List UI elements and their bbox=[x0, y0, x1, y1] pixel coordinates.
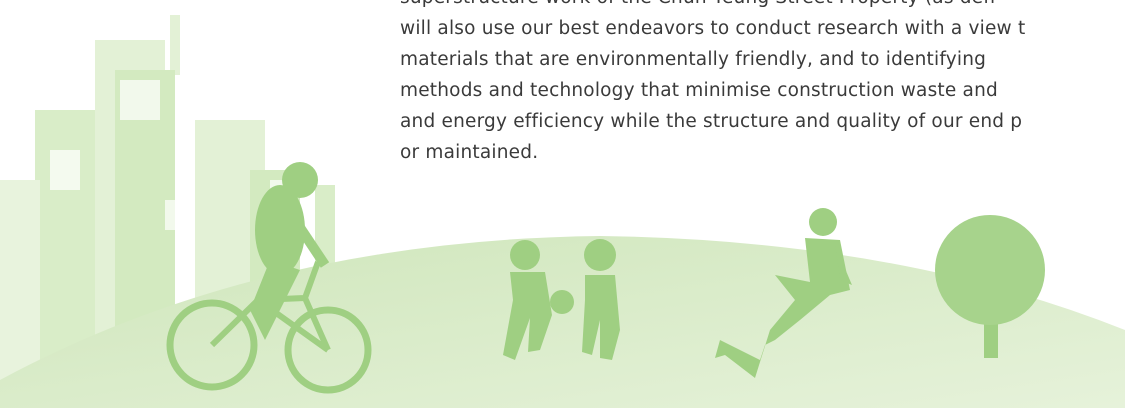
text-line: will also use our best endeavors to cond… bbox=[400, 13, 1125, 44]
text-line: or maintained. bbox=[400, 137, 1125, 168]
text-line: materials that are environmentally frien… bbox=[400, 44, 1125, 75]
text-line: superstructure work of the Chun Yeung St… bbox=[400, 0, 1125, 13]
text-line: methods and technology that minimise con… bbox=[400, 75, 1125, 106]
page: superstructure work of the Chun Yeung St… bbox=[0, 0, 1125, 408]
paragraph: superstructure work of the Chun Yeung St… bbox=[400, 0, 1125, 172]
text-line: and energy efficiency while the structur… bbox=[400, 106, 1125, 137]
